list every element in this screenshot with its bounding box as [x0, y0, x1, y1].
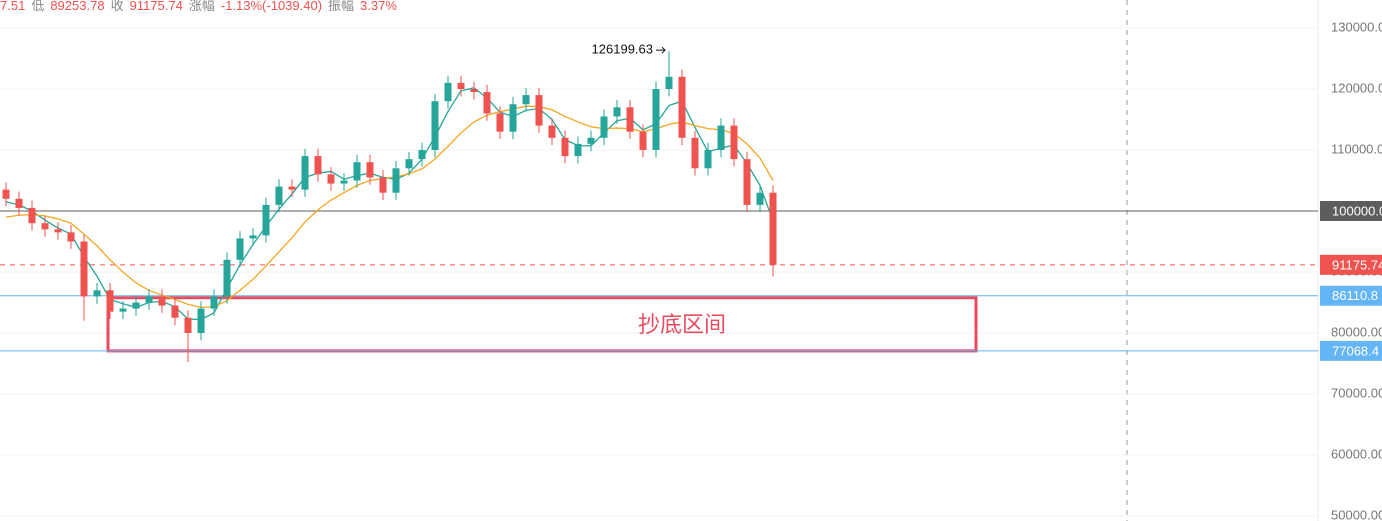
candle-body [366, 162, 374, 178]
candle-body [704, 150, 712, 169]
candle-body [210, 296, 218, 309]
candle-body [119, 308, 127, 312]
candle-body [184, 317, 192, 333]
field-value: 89253.78 [50, 0, 105, 13]
candle-body [457, 82, 465, 89]
candle-body [535, 95, 543, 126]
price-tag-label: 86110.8 [1332, 288, 1378, 303]
candle-body [574, 143, 582, 157]
candle-body [483, 92, 491, 114]
candle-body [262, 204, 270, 236]
field-name: 涨幅 [188, 0, 215, 13]
y-tick-label: 80000.00 [1331, 324, 1382, 339]
candle-body [171, 305, 179, 318]
candle-body [145, 296, 153, 303]
candle-body [613, 107, 621, 117]
price-tag [1320, 201, 1382, 221]
candle-body [691, 137, 699, 169]
candle-body [288, 186, 296, 190]
candle-body [769, 192, 777, 265]
candle-body [587, 137, 595, 144]
price-tag [1320, 340, 1382, 361]
candle-body [522, 95, 530, 105]
y-tick-label: 110000.00 [1331, 141, 1382, 156]
moving-average [5, 105, 774, 309]
ohlc-header: 7.51 低 89253.78 收 91175.74 涨幅 -1.13%(-1039.40)… [0, 0, 403, 14]
price-tag-label: 91175.74 [1332, 257, 1382, 272]
candle-body [54, 229, 62, 233]
field-name: 振幅 [328, 0, 355, 13]
candle-body [496, 113, 504, 132]
high-annotation: 126199.63 [592, 42, 653, 57]
candle-body [2, 189, 10, 199]
candle-body [548, 125, 556, 138]
candle-body [639, 131, 647, 150]
candle-body [678, 76, 686, 138]
price-tag [1320, 285, 1382, 306]
field-value: -1.13%(-1039.40) [220, 0, 323, 13]
candle-body [275, 186, 283, 205]
candle-body [327, 174, 335, 184]
candle-body [444, 82, 452, 102]
candle-body [301, 156, 309, 190]
price-tag-label: 77068.4 [1332, 343, 1379, 358]
field-name: 收 [110, 0, 124, 13]
candle-body [15, 198, 23, 208]
candle-body [249, 235, 257, 239]
candle-body [223, 259, 231, 297]
y-tick-label: 50000.00 [1331, 507, 1382, 521]
candle-body [717, 125, 725, 150]
candle-body [392, 168, 400, 193]
candle-body [743, 159, 751, 205]
candle-body [340, 180, 348, 184]
field-name: 低 [31, 0, 45, 13]
candle-body [353, 162, 361, 181]
candle-body [67, 232, 75, 242]
header-fragment: 7.51 [0, 0, 26, 13]
candle-body [470, 89, 478, 93]
candle-body [106, 290, 114, 312]
candle-body [28, 207, 36, 224]
candle-body [418, 150, 426, 160]
zone-box [106, 296, 978, 353]
candle-body [405, 159, 413, 169]
candle-body [561, 137, 569, 157]
candle-body [236, 238, 244, 260]
candle-body [80, 241, 88, 297]
field-value: 3.37% [360, 0, 397, 13]
candle-body [379, 177, 387, 193]
zone-label: 抄底区间 [638, 312, 726, 337]
candle-body [41, 223, 49, 230]
candle-body [756, 192, 764, 205]
candle-body [665, 76, 673, 89]
candle-body [652, 89, 660, 150]
candle-body [730, 125, 738, 160]
candle-body [197, 308, 205, 333]
price-tag-label: 100000.00 [1332, 203, 1382, 218]
price-tag [1320, 254, 1382, 275]
y-tick-label: 120000.00 [1331, 80, 1382, 95]
candle-body [509, 104, 517, 132]
candle-body [600, 116, 608, 138]
candle-body [314, 156, 322, 175]
candle-body [431, 101, 439, 150]
candle-body [626, 107, 634, 132]
candle-body [158, 296, 166, 306]
candle-body [132, 302, 140, 309]
candle-body [93, 290, 101, 297]
high-arrow [656, 46, 666, 54]
y-tick-label: 60000.00 [1331, 446, 1382, 461]
y-tick-label: 70000.00 [1331, 385, 1382, 400]
field-value: 91175.74 [129, 0, 183, 13]
y-tick-label: 130000.00 [1331, 19, 1382, 34]
